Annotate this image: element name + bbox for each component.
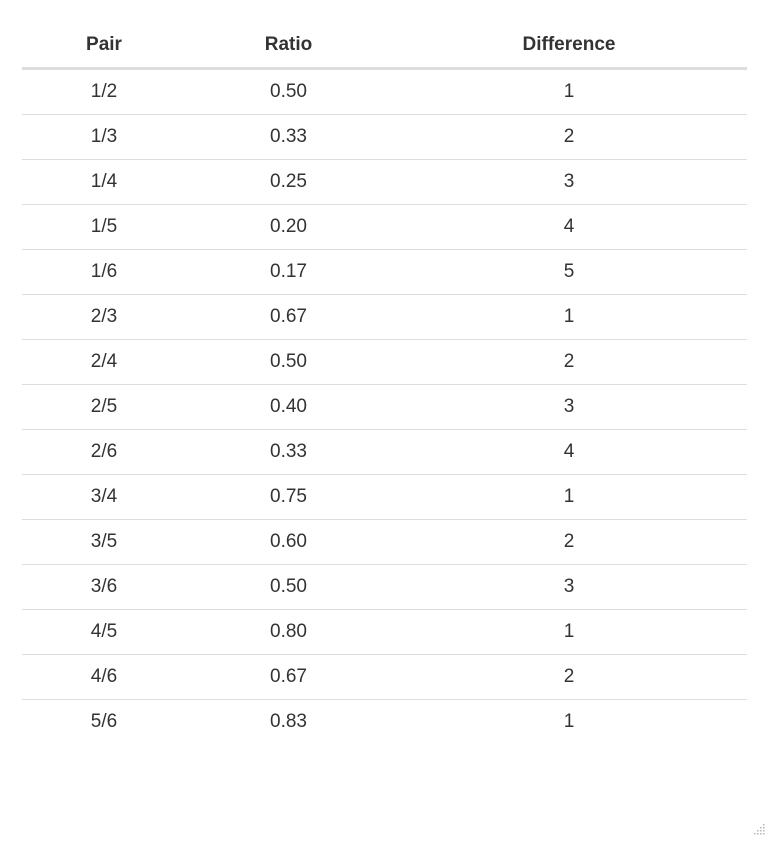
cell-ratio: 0.50 [186,339,391,385]
data-table: Pair Ratio Difference 1/2 0.50 1 1/3 0.33 2 1/… [22,22,747,744]
table-row: 2/6 0.33 4 [22,429,747,475]
table-row: 3/5 0.60 2 [22,519,747,565]
table-row: 3/4 0.75 1 [22,474,747,520]
cell-difference: 3 [391,384,747,430]
table-row: 1/2 0.50 1 [22,68,747,115]
cell-difference: 2 [391,339,747,385]
cell-difference: 4 [391,204,747,250]
cell-ratio: 0.80 [186,609,391,655]
cell-pair: 3/5 [22,519,186,565]
cell-difference: 2 [391,519,747,565]
cell-pair: 3/6 [22,564,186,610]
table-row: 2/5 0.40 3 [22,384,747,430]
cell-pair: 3/4 [22,474,186,520]
cell-pair: 2/4 [22,339,186,385]
cell-ratio: 0.25 [186,159,391,205]
cell-difference: 3 [391,564,747,610]
table-row: 1/4 0.25 3 [22,159,747,205]
cell-difference: 1 [563,711,575,732]
table-row: 2/4 0.50 2 [22,339,747,385]
table-row: 5/6 0.83 1 [22,700,747,745]
cell-pair: 1/3 [22,114,186,160]
cell-pair: 5/6 [90,711,118,732]
cell-pair: 1/5 [22,204,186,250]
cell-ratio: 0.67 [186,294,391,340]
table-row: 4/5 0.80 1 [22,609,747,655]
resize-grip-icon[interactable] [752,822,766,836]
cell-pair: 2/6 [22,429,186,475]
cell-pair: 2/3 [22,294,186,340]
table-header: Pair Ratio Difference [22,22,747,70]
column-header-ratio: Ratio [186,22,391,70]
cell-pair: 1/2 [22,68,186,115]
cell-ratio: 0.67 [186,654,391,700]
cell-ratio: 0.50 [186,564,391,610]
cell-ratio: 0.60 [186,519,391,565]
table-row: 1/6 0.17 5 [22,249,747,295]
table-row: 1/5 0.20 4 [22,204,747,250]
column-header-difference: Difference [391,22,747,70]
cell-difference: 2 [391,654,747,700]
header-row: Pair Ratio Difference [22,22,747,70]
table-row: 4/6 0.67 2 [22,654,747,700]
cell-difference: 4 [391,429,747,475]
cell-ratio: 0.33 [186,429,391,475]
cell-ratio: 0.50 [186,68,391,115]
table-row: 1/3 0.33 2 [22,114,747,160]
cell-ratio: 0.33 [186,114,391,160]
cell-ratio: 0.75 [186,474,391,520]
cell-difference: 3 [391,159,747,205]
cell-difference: 2 [391,114,747,160]
cell-difference: 1 [391,294,747,340]
cell-ratio: 0.17 [186,249,391,295]
cell-pair: 4/5 [22,609,186,655]
cell-pair: 1/4 [22,159,186,205]
table-body: 1/2 0.50 1 1/3 0.33 2 1/4 0.25 3 1/5 0.20 4 1/6 0.17 5… [22,68,747,745]
cell-difference: 5 [391,249,747,295]
cell-ratio: 0.83 [270,711,307,732]
cell-ratio: 0.40 [186,384,391,430]
cell-pair: 4/6 [22,654,186,700]
data-table-container: Pair Ratio Difference 1/2 0.50 1 1/3 0.33 2 1/… [22,22,747,744]
cell-pair: 1/6 [22,249,186,295]
cell-pair: 2/5 [22,384,186,430]
table-row: 3/6 0.50 3 [22,564,747,610]
cell-ratio: 0.20 [186,204,391,250]
cell-difference: 1 [391,609,747,655]
column-header-pair: Pair [22,22,186,70]
table-row: 2/3 0.67 1 [22,294,747,340]
cell-difference: 1 [391,68,747,115]
cell-difference: 1 [391,474,747,520]
